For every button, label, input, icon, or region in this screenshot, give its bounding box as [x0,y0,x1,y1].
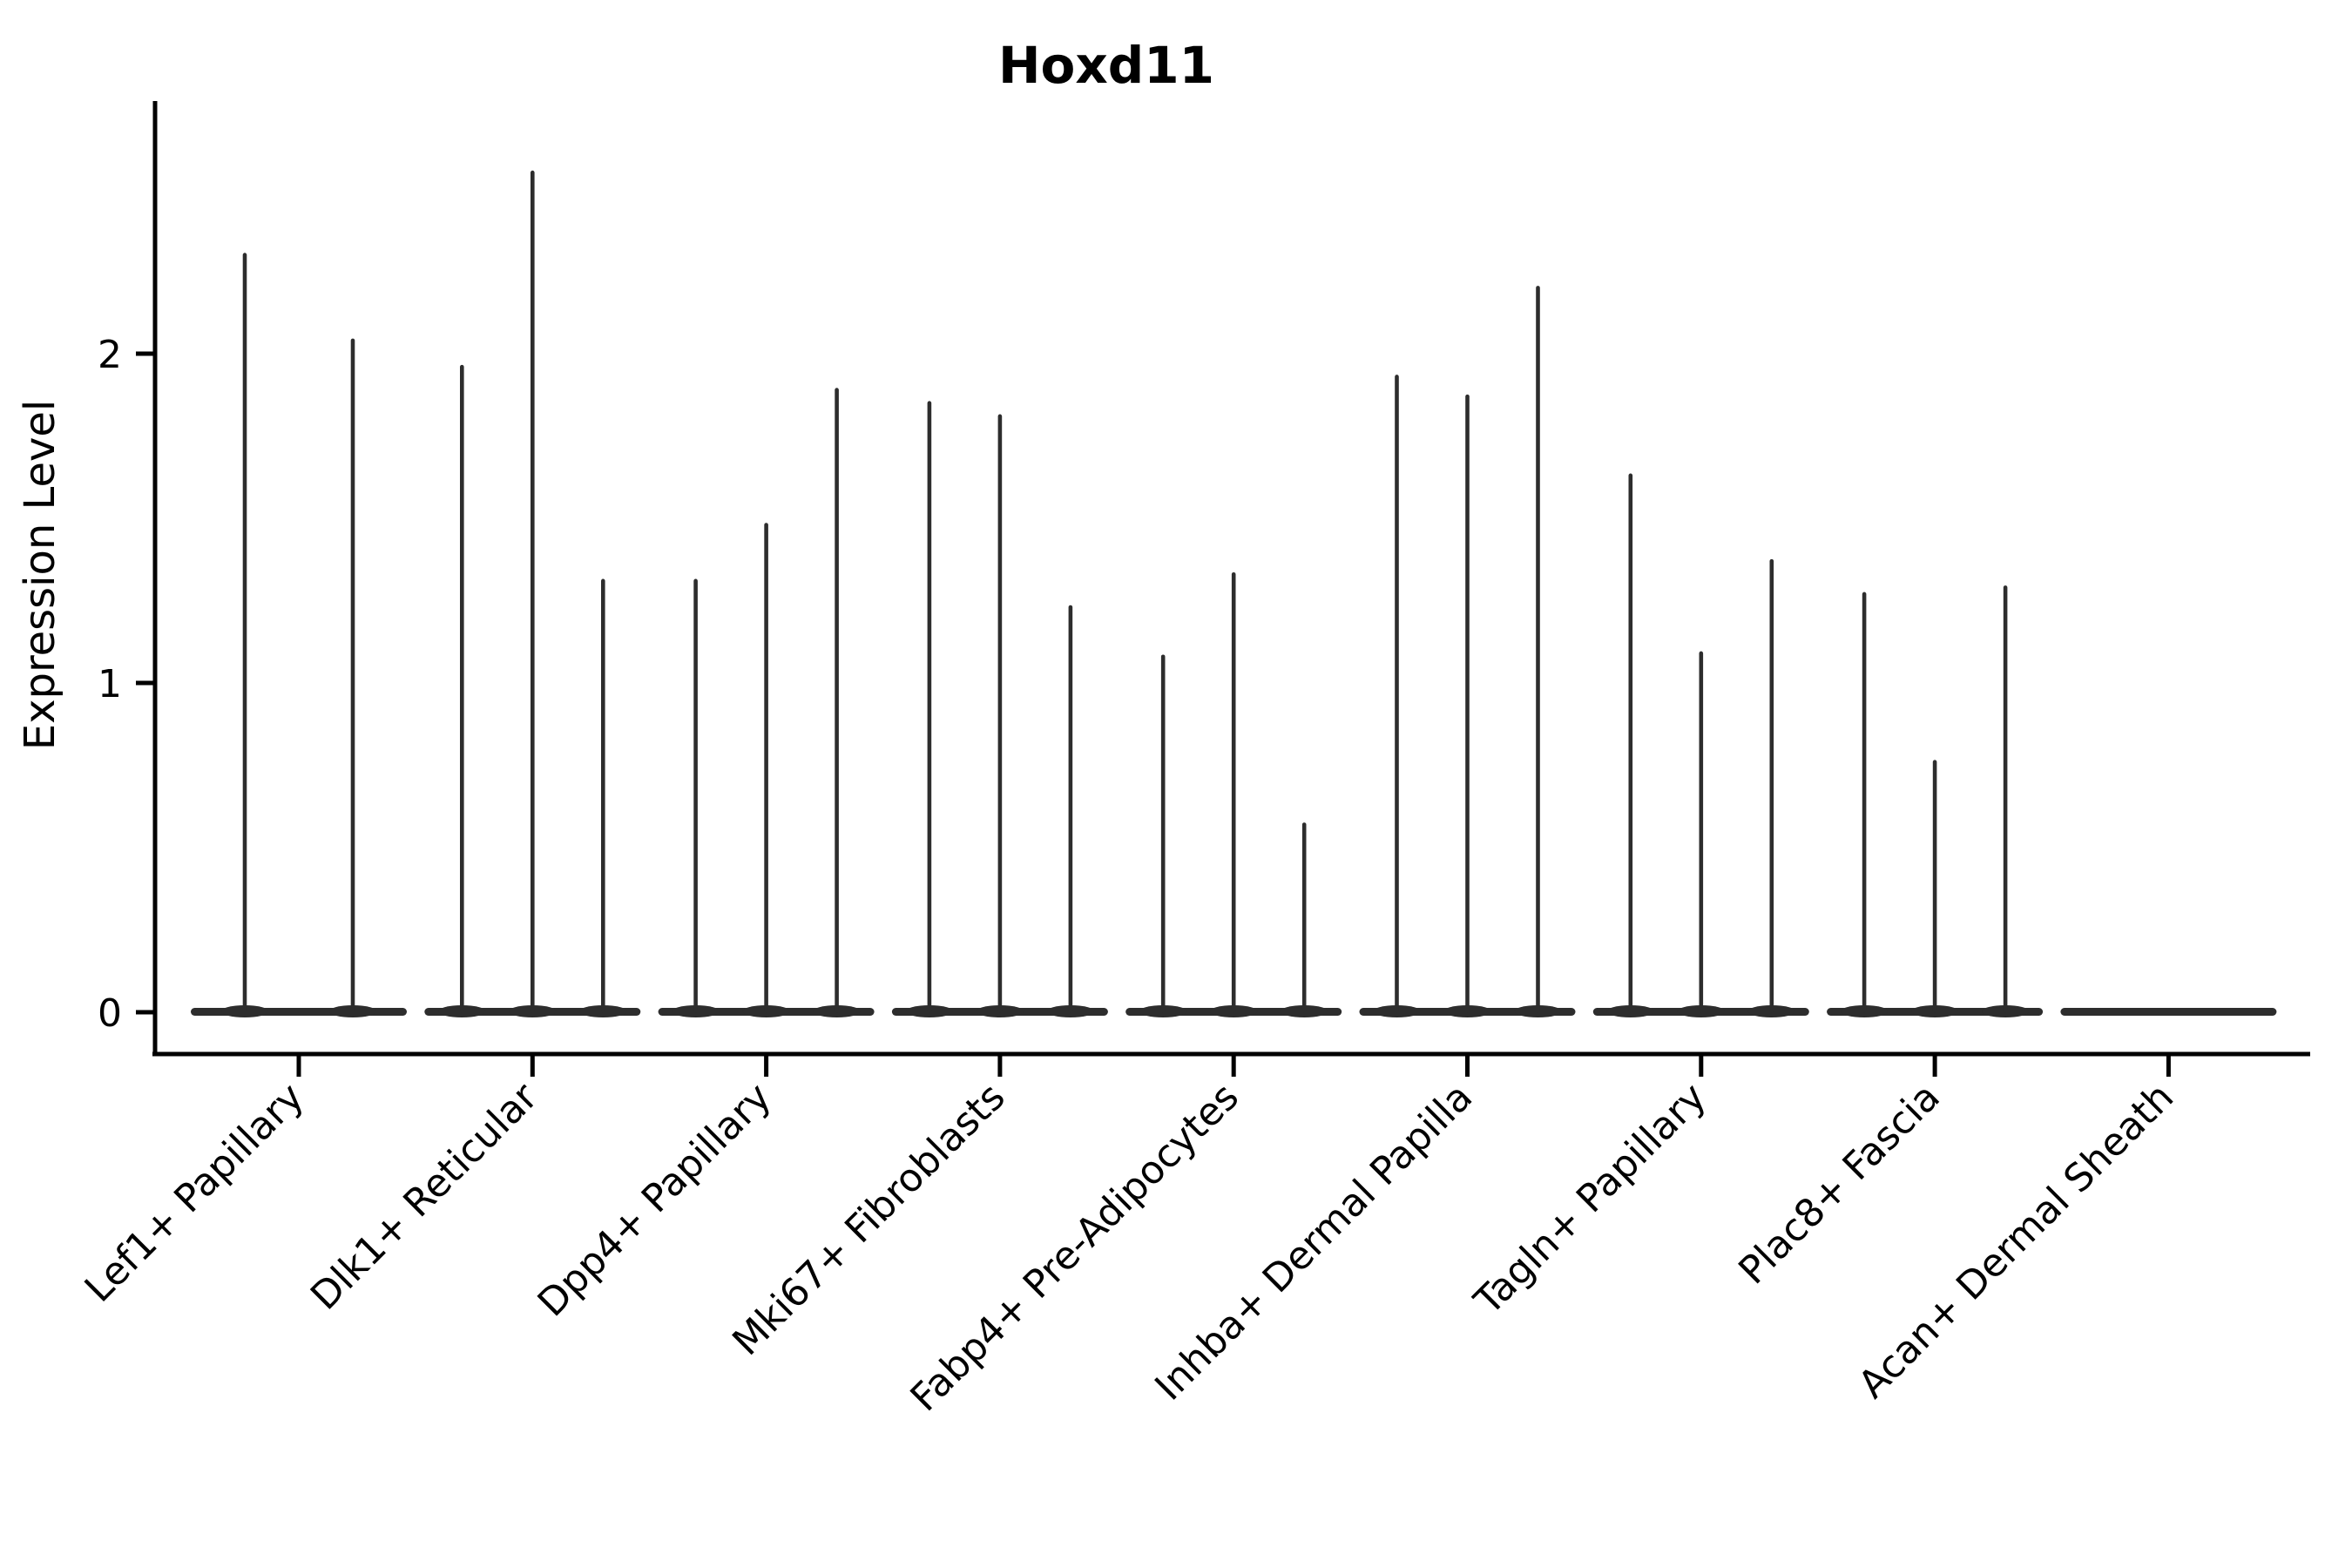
x-axis-ticks [296,1054,2171,1077]
violin-bodies [191,170,2277,1017]
x-category-label: Tagln+ Papillary [1465,1075,1714,1324]
violin-base [2060,1008,2277,1016]
y-axis-label: Expression Level [16,400,64,751]
x-category-label: Lef1+ Papillary [77,1075,313,1311]
y-tick-label: 1 [98,662,122,706]
y-tick-label: 2 [98,333,122,377]
x-category-label: Plac8+ Fascia [1730,1075,1949,1294]
x-category-label: Dlk1+ Reticular [302,1074,547,1319]
x-category-label: Dpp4+ Papillary [530,1075,781,1326]
chart-title: Hoxd11 [998,36,1214,95]
y-tick-label: 0 [98,991,122,1036]
y-axis-ticks: 0 1 2 [98,333,155,1036]
